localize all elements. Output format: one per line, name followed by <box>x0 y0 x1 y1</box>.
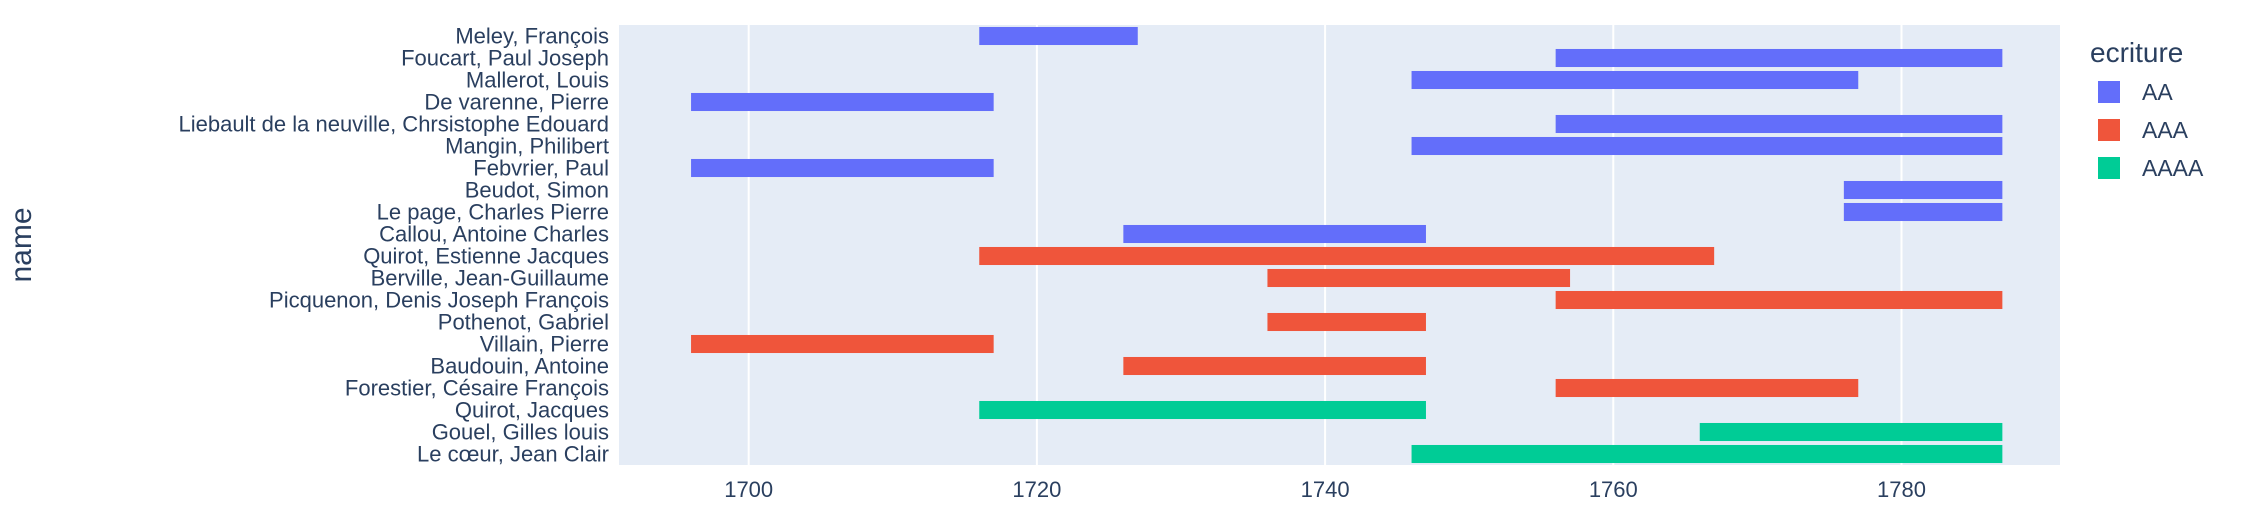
bar-aaa <box>1267 312 1426 332</box>
bar-aaaa <box>979 400 1426 420</box>
x-tick-label: 1760 <box>1589 477 1638 502</box>
legend-swatch-aaa <box>2098 119 2120 141</box>
bars <box>691 26 2003 464</box>
y-tick-label: Pothenot, Gabriel <box>438 310 609 335</box>
y-tick-label: Quirot, Estienne Jacques <box>363 244 609 269</box>
legend-swatch-aa <box>2098 81 2120 103</box>
bar-aa <box>691 158 994 178</box>
bar-aaa <box>1555 290 2003 310</box>
bar-aa <box>1555 48 2003 68</box>
x-tick-label: 1700 <box>724 477 773 502</box>
bar-aaaa <box>1699 422 2003 442</box>
bar-aa <box>1555 114 2003 134</box>
bar-aaa <box>979 246 1715 266</box>
y-tick-label: Meley, François <box>455 24 609 49</box>
y-axis-title: name <box>5 207 38 282</box>
x-tick-labels: 1700 1720 1740 1760 1780 <box>724 477 1926 502</box>
bar-aa <box>691 92 994 112</box>
legend-swatch-aaaa <box>2098 157 2120 179</box>
y-tick-label: Baudouin, Antoine <box>430 354 609 379</box>
y-tick-label: Picquenon, Denis Joseph François <box>269 288 609 313</box>
bar-aaa <box>1123 356 1426 376</box>
y-tick-label: Mangin, Philibert <box>445 134 609 159</box>
bar-aa <box>979 26 1138 46</box>
legend-label: AAAA <box>2142 155 2204 181</box>
y-tick-label: Beudot, Simon <box>465 178 609 203</box>
bar-aaa <box>1555 378 1859 398</box>
y-tick-label: Berville, Jean-Guillaume <box>371 266 609 291</box>
legend-label: AA <box>2142 79 2173 105</box>
bar-aaa <box>1267 268 1571 288</box>
bar-aa <box>1843 202 2003 222</box>
y-tick-label: Forestier, Césaire François <box>345 376 609 401</box>
x-tick-label: 1740 <box>1301 477 1350 502</box>
plot-background <box>619 25 2060 465</box>
bar-aa <box>1411 70 1859 90</box>
y-tick-label: Gouel, Gilles louis <box>432 420 609 445</box>
y-tick-label: De varenne, Pierre <box>424 90 609 115</box>
bar-aaa <box>691 334 994 354</box>
y-tick-label: Foucart, Paul Joseph <box>401 46 609 71</box>
y-tick-label: Febvrier, Paul <box>473 156 609 181</box>
bar-aa <box>1411 136 2003 156</box>
y-tick-label: Callou, Antoine Charles <box>379 222 609 247</box>
bar-aaaa <box>1411 444 2003 464</box>
x-tick-label: 1780 <box>1877 477 1926 502</box>
y-tick-label: Liebault de la neuville, Chrsistophe Edo… <box>178 112 609 137</box>
y-tick-label: Le page, Charles Pierre <box>377 200 609 225</box>
y-tick-label: Mallerot, Louis <box>466 68 609 93</box>
y-tick-label: Villain, Pierre <box>480 332 609 357</box>
bar-aa <box>1123 224 1426 244</box>
bar-aa <box>1843 180 2003 200</box>
legend-label: AAA <box>2142 117 2189 143</box>
y-tick-label: Quirot, Jacques <box>455 398 609 423</box>
legend-title: ecriture <box>2090 37 2183 68</box>
y-tick-label: Le cœur, Jean Clair <box>417 442 609 467</box>
x-tick-label: 1720 <box>1012 477 1061 502</box>
